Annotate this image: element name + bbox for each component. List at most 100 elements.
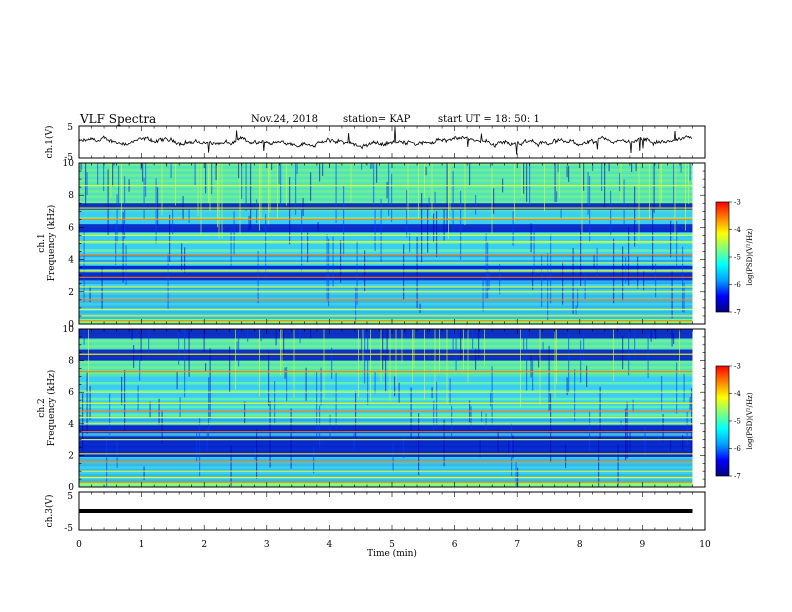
texture-stripe (184, 247, 186, 273)
texture-stripe (452, 329, 454, 353)
texture-stripe (293, 329, 295, 398)
texture-stripe (670, 440, 672, 451)
texture-stripe (554, 163, 556, 203)
frequency-tick-label: 2 (68, 451, 74, 461)
ch1-trace (78, 126, 693, 155)
texture-stripe (110, 163, 112, 197)
texture-stripe (319, 163, 321, 182)
texture-stripe (161, 410, 163, 444)
texture-stripe (356, 241, 358, 305)
spectrum-row (79, 213, 693, 217)
texture-stripe (613, 329, 614, 381)
ch2-frequency-ticks: 0 2 4 6 8 10 (63, 325, 705, 493)
ch2-colorbar-ticks: -3 -4 -5 -6 -7 (729, 363, 741, 481)
texture-stripe (523, 163, 525, 194)
texture-stripe (335, 372, 337, 429)
texture-stripe (250, 163, 252, 229)
spectrum-row (79, 189, 693, 193)
texture-stripe (554, 329, 556, 399)
texture-stripe (424, 163, 425, 198)
texture-stripe (329, 414, 331, 440)
texture-stripe (409, 233, 411, 253)
texture-stripe (301, 204, 303, 275)
texture-stripe (125, 245, 127, 286)
texture-stripe (265, 214, 267, 280)
texture-stripe (85, 163, 87, 207)
texture-stripe (233, 211, 235, 256)
spectrum-row (79, 262, 693, 266)
texture-stripe (431, 163, 433, 216)
texture-stripe (682, 246, 684, 313)
texture-stripe (241, 163, 243, 200)
spectrum-row (79, 283, 693, 287)
texture-stripe (599, 386, 601, 440)
texture-stripe (200, 163, 202, 236)
texture-stripe (550, 393, 552, 463)
frequency-tick-label: 8 (68, 191, 74, 201)
texture-stripe (286, 366, 288, 402)
texture-stripe (413, 329, 415, 369)
spectrum-row (79, 302, 693, 306)
texture-stripe (161, 163, 163, 216)
frequency-tick-label: 6 (68, 223, 74, 233)
texture-stripe (673, 333, 675, 345)
texture-stripe (188, 208, 190, 223)
texture-stripe (577, 288, 579, 308)
texture-stripe (80, 163, 82, 170)
texture-stripe (433, 213, 435, 243)
spectrum-row (79, 192, 693, 196)
texture-stripe (404, 329, 406, 334)
colorbar-tick-label: -3 (734, 363, 741, 371)
texture-stripe (544, 163, 545, 212)
texture-stripe (550, 234, 552, 304)
dark-band (79, 425, 693, 434)
texture-stripe (286, 163, 287, 206)
texture-stripe (436, 211, 438, 258)
texture-stripe (107, 169, 109, 236)
texture-stripe (623, 179, 625, 226)
texture-stripe (658, 163, 660, 169)
texture-stripe (529, 163, 531, 204)
spectrum-row (79, 165, 693, 169)
texture-stripe (586, 365, 588, 388)
texture-stripe (560, 208, 562, 218)
ch1-ytick-top: 5 (67, 123, 73, 133)
texture-stripe (674, 163, 676, 239)
texture-stripe (79, 419, 81, 430)
texture-stripe (514, 163, 515, 222)
ch1-colorbar: -3 -4 -5 -6 -7 log(PSD)(V²/Hz) (715, 199, 754, 317)
texture-stripe (316, 371, 318, 439)
texture-stripe (443, 419, 445, 467)
texture-stripe (157, 187, 159, 226)
colorbar-tick-label: -5 (734, 254, 741, 262)
ch3-ylabel: ch.3(V) (44, 495, 55, 528)
spectrum-row (79, 321, 693, 325)
ch3-waveform-panel: 5 -5 ch.3(V) (44, 491, 706, 534)
texture-stripe (271, 163, 273, 170)
texture-stripe (238, 163, 240, 179)
texture-stripe (556, 191, 558, 202)
dark-band (79, 203, 693, 210)
texture-stripe (380, 329, 382, 382)
dark-band (79, 349, 693, 361)
ch3-time-ticks (78, 492, 706, 530)
texture-stripe (388, 163, 390, 216)
spectrum-row (79, 270, 693, 274)
texture-stripe (278, 163, 280, 185)
texture-stripe (370, 329, 371, 402)
texture-stripe (425, 166, 427, 176)
texture-stripe (395, 329, 397, 387)
spectrum-row (79, 402, 693, 406)
texture-stripe (205, 363, 207, 372)
texture-stripe (248, 215, 250, 231)
time-tick-label: 10 (699, 540, 711, 550)
texture-stripe (277, 163, 278, 219)
spectrum-row (79, 463, 693, 467)
texture-stripe (532, 360, 534, 391)
texture-stripe (608, 163, 610, 172)
texture-stripe (679, 329, 680, 374)
time-tick-label: 0 (76, 540, 82, 550)
colorbar-tick-label: -5 (734, 418, 741, 426)
spectrum-row (79, 421, 693, 425)
